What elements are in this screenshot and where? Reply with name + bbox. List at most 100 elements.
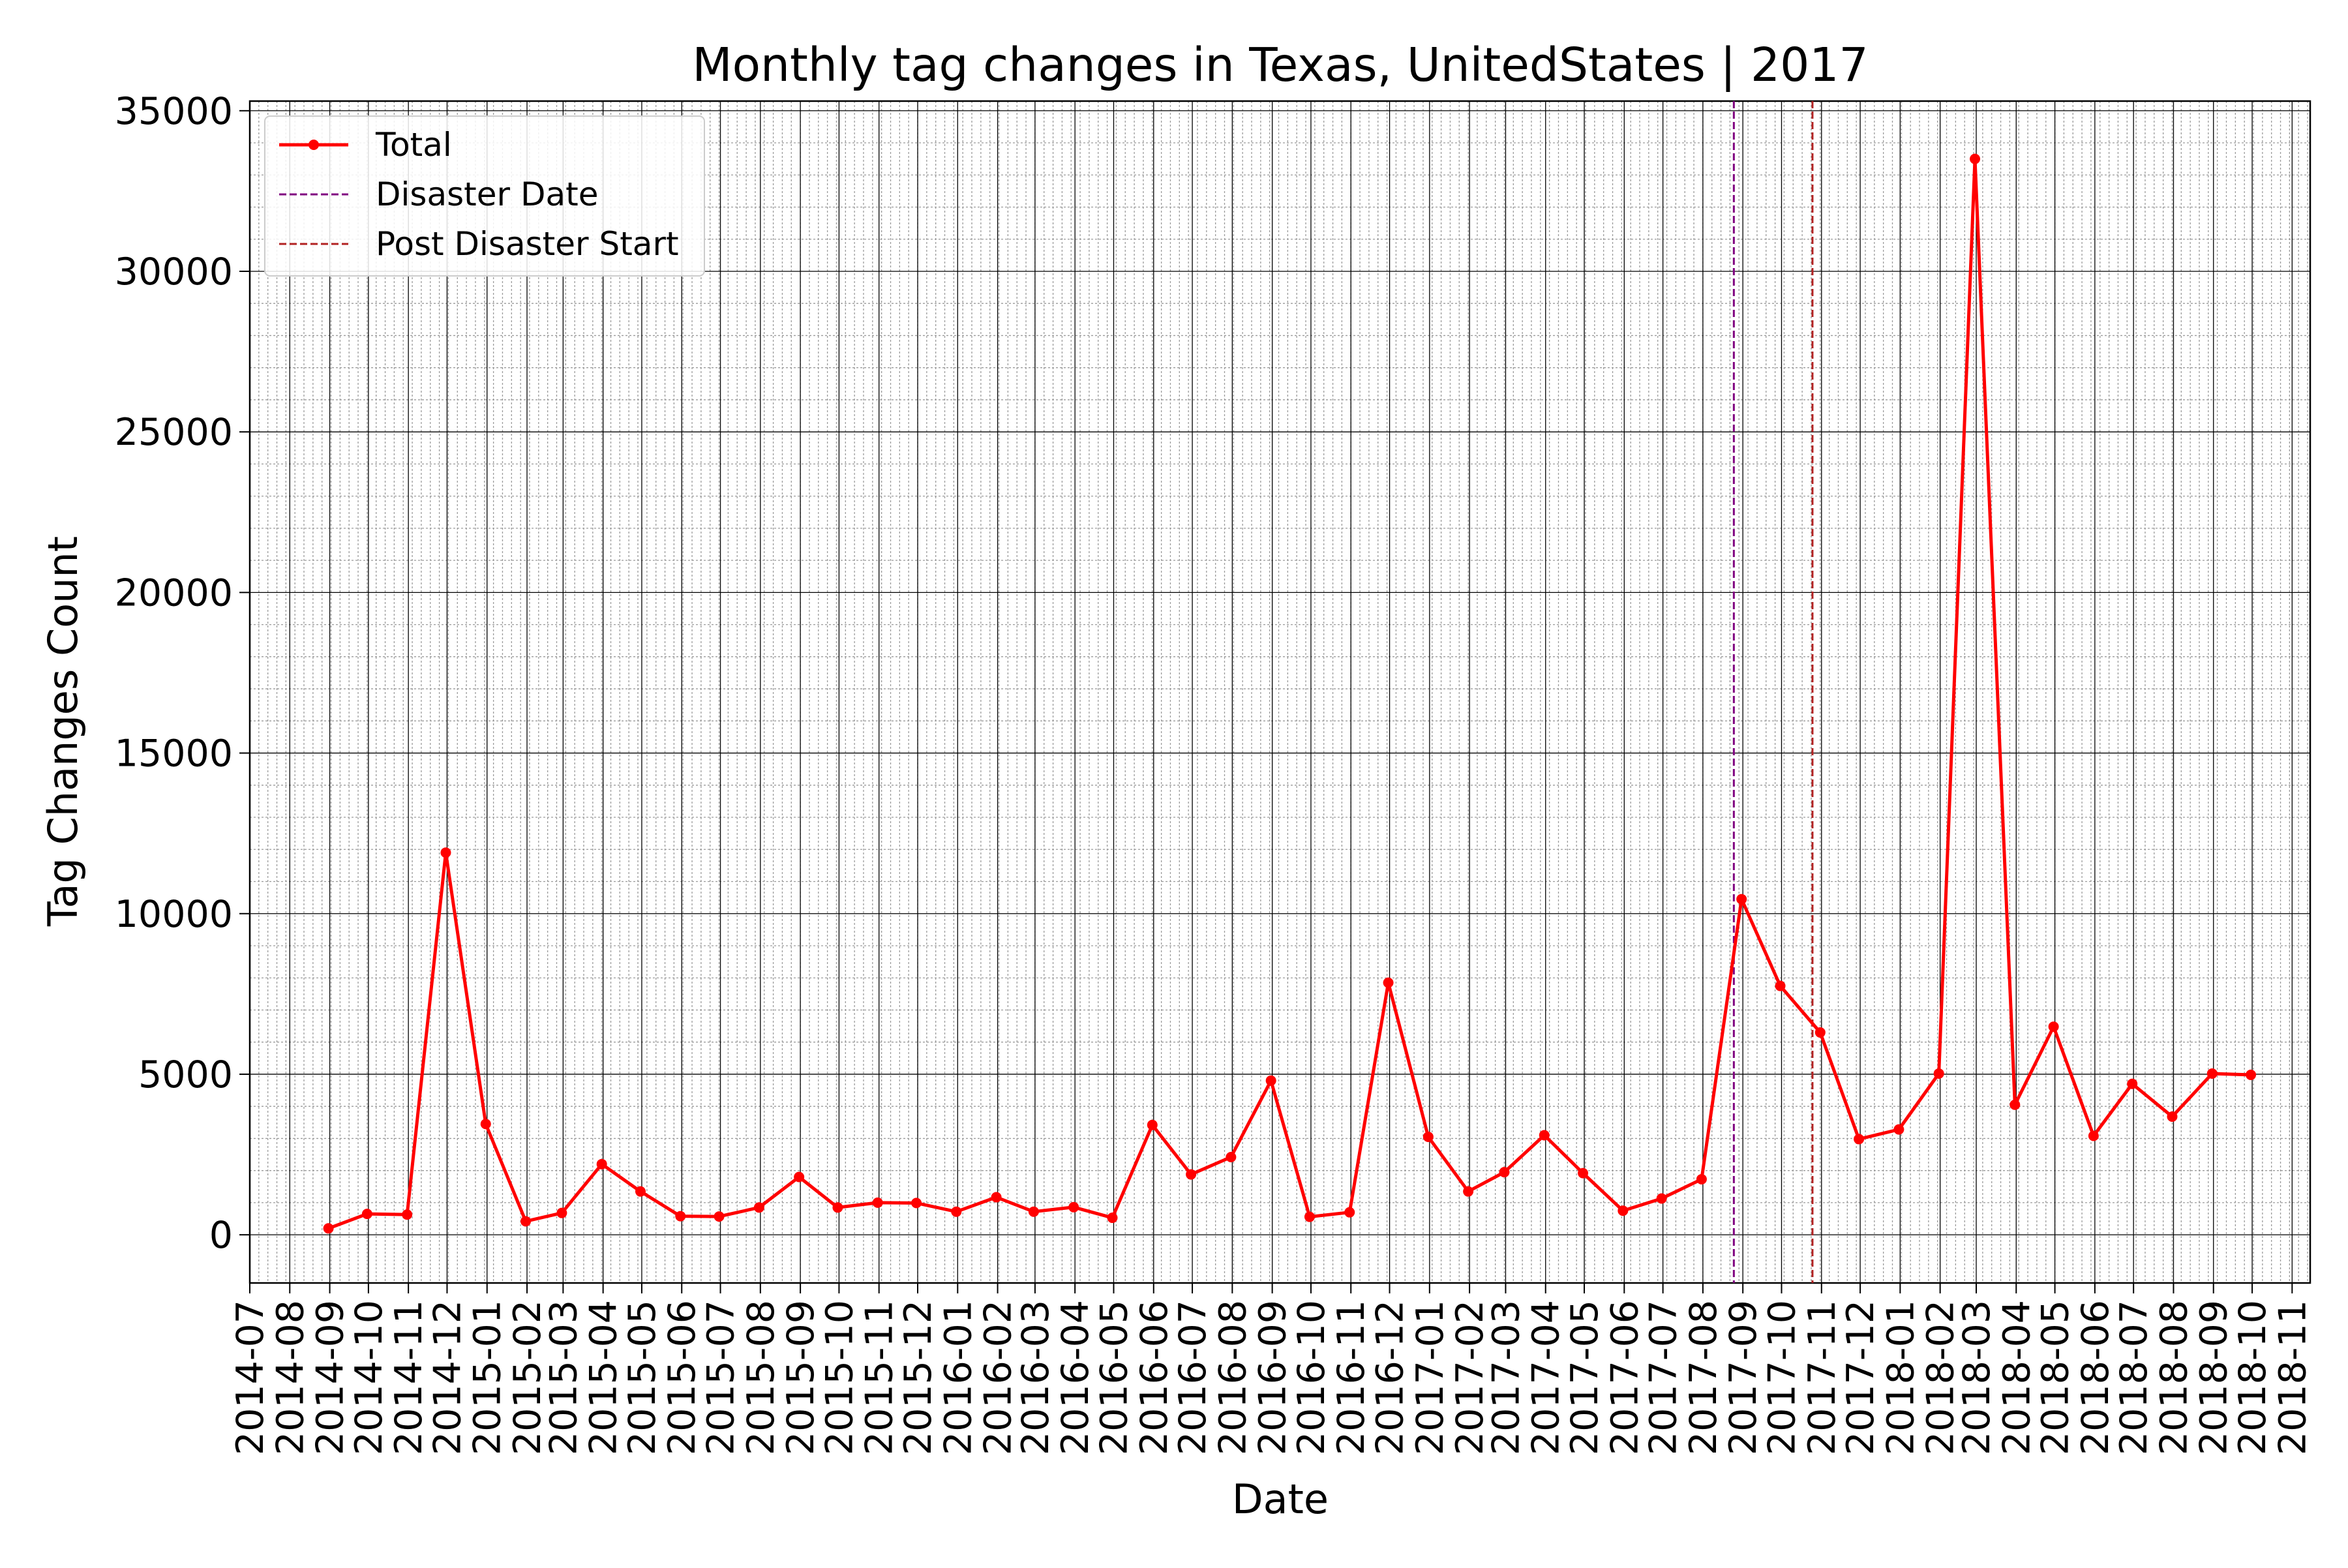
x-tick-label: 2014-11 xyxy=(387,1300,430,1455)
x-tick-label: 2016-06 xyxy=(1133,1300,1176,1455)
x-tick-label: 2015-11 xyxy=(858,1300,901,1455)
data-point xyxy=(2246,1069,2257,1080)
data-point xyxy=(1814,1027,1826,1038)
x-tick-label: 2015-07 xyxy=(700,1300,743,1455)
data-point xyxy=(1578,1168,1589,1179)
data-point xyxy=(361,1209,372,1220)
data-point xyxy=(2127,1078,2138,1089)
x-tick-label: 2015-05 xyxy=(621,1300,664,1455)
data-point xyxy=(1186,1169,1197,1180)
x-tick-label: 2014-12 xyxy=(426,1300,469,1455)
x-tick-label: 2015-04 xyxy=(582,1300,625,1455)
x-tick-label: 2016-07 xyxy=(1171,1300,1214,1455)
x-tick-label: 2015-01 xyxy=(466,1300,509,1455)
x-tick-label: 2018-02 xyxy=(1919,1300,1963,1455)
data-point xyxy=(1736,894,1747,905)
y-tick-label: 10000 xyxy=(115,893,233,936)
data-point xyxy=(1854,1134,1865,1145)
data-point xyxy=(1893,1124,1904,1135)
x-tick-label: 2016-12 xyxy=(1369,1300,1412,1455)
legend-label: Post Disaster Start xyxy=(376,225,679,263)
y-tick-label: 15000 xyxy=(115,732,233,776)
x-tick-label: 2014-10 xyxy=(348,1300,391,1455)
x-tick-label: 2015-02 xyxy=(506,1300,549,1455)
x-tick-label: 2017-08 xyxy=(1682,1300,1725,1455)
data-point xyxy=(1147,1119,1158,1130)
x-tick-label: 2015-09 xyxy=(779,1300,822,1455)
data-point xyxy=(596,1158,607,1169)
data-point xyxy=(1226,1151,1237,1162)
x-tick-label: 2017-04 xyxy=(1525,1300,1568,1455)
x-tick-label: 2018-11 xyxy=(2271,1300,2314,1455)
x-tick-label: 2018-08 xyxy=(2152,1300,2195,1455)
x-tick-label: 2015-03 xyxy=(542,1300,585,1455)
y-tick-label: 35000 xyxy=(115,90,233,133)
x-tick-label: 2017-10 xyxy=(1760,1300,1803,1455)
data-point xyxy=(872,1197,883,1208)
data-point xyxy=(714,1211,725,1222)
data-point xyxy=(753,1202,764,1213)
data-point xyxy=(1970,153,1981,164)
data-point xyxy=(1696,1173,1707,1184)
data-point xyxy=(1775,980,1786,991)
x-tick-label: 2017-09 xyxy=(1722,1300,1765,1455)
data-point xyxy=(1933,1068,1944,1079)
data-point xyxy=(991,1192,1002,1203)
data-point xyxy=(675,1211,686,1222)
x-tick-label: 2018-09 xyxy=(2193,1300,2236,1455)
data-point xyxy=(1304,1211,1315,1222)
data-point xyxy=(911,1198,922,1209)
data-point xyxy=(323,1223,334,1234)
data-point xyxy=(1028,1206,1039,1217)
legend-label: Total xyxy=(375,126,452,164)
data-point xyxy=(402,1209,413,1220)
x-tick-label: 2018-01 xyxy=(1879,1300,1922,1455)
x-tick-label: 2015-06 xyxy=(661,1300,704,1455)
x-tick-label: 2015-12 xyxy=(897,1300,940,1455)
data-point xyxy=(2009,1099,2021,1110)
data-point xyxy=(1344,1207,1355,1218)
data-point xyxy=(2048,1021,2059,1033)
x-tick-label: 2015-10 xyxy=(818,1300,861,1455)
data-point xyxy=(480,1119,491,1130)
x-tick-label: 2016-09 xyxy=(1252,1300,1295,1455)
x-tick-label: 2014-09 xyxy=(309,1300,352,1455)
x-tick-label: 2016-02 xyxy=(977,1300,1020,1455)
data-point xyxy=(520,1216,532,1227)
legend-swatch-marker xyxy=(309,140,319,150)
data-point xyxy=(2206,1068,2218,1079)
x-tick-label: 2016-04 xyxy=(1054,1300,1097,1455)
axes-layer: 2014-072014-082014-092014-102014-112014-… xyxy=(115,90,2315,1455)
x-tick-label: 2018-03 xyxy=(1955,1300,1998,1455)
data-point xyxy=(1539,1130,1550,1141)
legend-box xyxy=(264,115,705,277)
x-tick-label: 2016-03 xyxy=(1014,1300,1057,1455)
data-point xyxy=(2088,1130,2099,1141)
x-tick-label: 2014-07 xyxy=(229,1300,272,1455)
x-tick-label: 2016-10 xyxy=(1290,1300,1333,1455)
y-tick-label: 25000 xyxy=(115,411,233,454)
y-tick-label: 0 xyxy=(209,1214,233,1257)
x-tick-label: 2016-05 xyxy=(1092,1300,1136,1455)
reference-lines xyxy=(1732,101,1814,1283)
x-tick-label: 2018-05 xyxy=(2034,1300,2077,1455)
legend-label: Disaster Date xyxy=(376,175,598,213)
x-tick-label: 2017-05 xyxy=(1563,1300,1606,1455)
x-tick-label: 2016-11 xyxy=(1330,1300,1373,1455)
x-tick-label: 2017-06 xyxy=(1603,1300,1646,1455)
data-point xyxy=(1383,977,1394,988)
data-point xyxy=(1107,1213,1118,1224)
data-point xyxy=(1463,1186,1474,1197)
x-tick-label: 2017-03 xyxy=(1484,1300,1528,1455)
data-point xyxy=(832,1202,843,1213)
x-tick-label: 2018-06 xyxy=(2074,1300,2117,1455)
data-point xyxy=(440,847,451,858)
y-axis-label: Tag Changes Count xyxy=(39,536,87,927)
x-tick-label: 2016-08 xyxy=(1211,1300,1254,1455)
series-line xyxy=(327,157,2251,1230)
x-tick-label: 2016-01 xyxy=(937,1300,980,1455)
data-point xyxy=(1499,1167,1510,1178)
legend: Total Disaster Date Post Disaster Start xyxy=(264,115,705,277)
